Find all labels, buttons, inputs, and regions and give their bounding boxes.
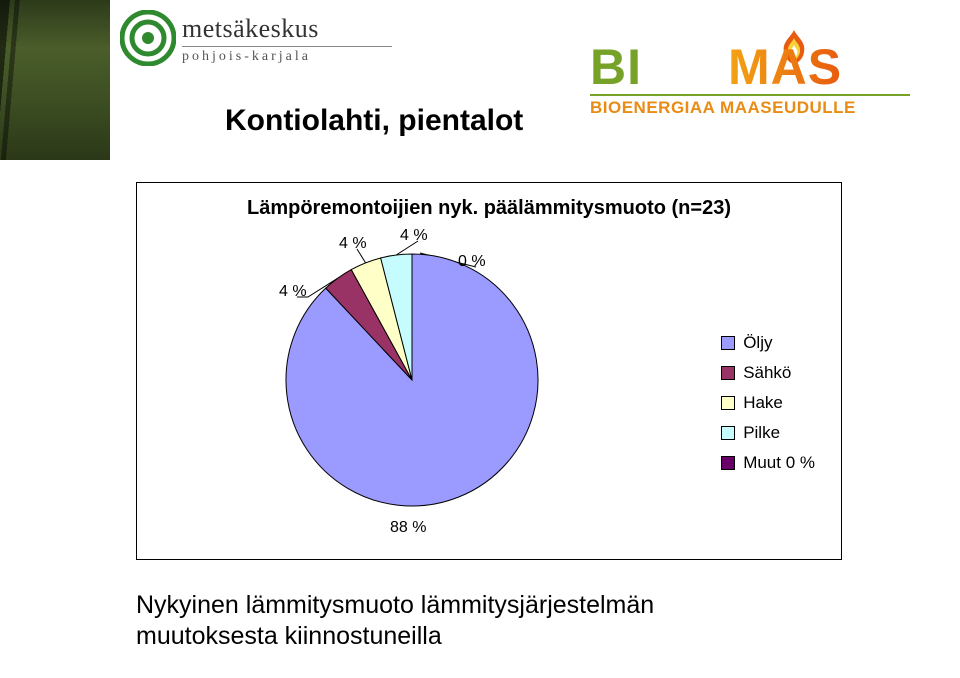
biomas-bio-text: BI xyxy=(590,39,642,95)
legend-item: Sähkö xyxy=(721,359,815,387)
legend-item: Hake xyxy=(721,389,815,417)
metsakeskus-brand-sub: pohjois-karjala xyxy=(182,46,392,65)
legend-swatch xyxy=(721,426,735,440)
target-icon xyxy=(120,10,176,66)
label-88: 88 % xyxy=(390,519,426,537)
legend-swatch xyxy=(721,396,735,410)
page-title: Kontiolahti, pientalot xyxy=(225,104,523,138)
legend-label: Öljy xyxy=(743,329,772,357)
biomas-bio: BI xyxy=(590,42,684,92)
legend-swatch xyxy=(721,456,735,470)
biomas-tagline: BIOENERGIAA MAASEUDULLE xyxy=(590,94,910,118)
legend-item: Pilke xyxy=(721,419,815,447)
legend-label: Pilke xyxy=(743,419,780,447)
legend-label: Sähkö xyxy=(743,359,791,387)
label-4-mid: 4 % xyxy=(339,235,367,253)
forest-photo-strip xyxy=(0,0,110,160)
metsakeskus-brand-main: metsäkeskus xyxy=(182,14,319,44)
pie-chart-box: Lämpöremontoijien nyk. päälämmitysmuoto … xyxy=(136,182,842,560)
metsakeskus-logo: metsäkeskus pohjois-karjala xyxy=(120,8,420,78)
legend-swatch xyxy=(721,366,735,380)
biomas-logo: BI MAS BIOENERGIAA MAASEUDULLE xyxy=(590,36,930,128)
label-0: 0 % xyxy=(458,253,486,271)
label-4-top: 4 % xyxy=(400,227,428,245)
legend-item: Muut 0 % xyxy=(721,449,815,477)
legend-item: Öljy xyxy=(721,329,815,357)
chart-title: Lämpöremontoijien nyk. päälämmitysmuoto … xyxy=(137,197,841,220)
slide: metsäkeskus pohjois-karjala BI MAS BIOEN… xyxy=(0,0,960,678)
pie-chart xyxy=(281,249,543,511)
legend-label: Hake xyxy=(743,389,783,417)
caption-line1: Nykyinen lämmitysmuoto lämmitysjärjestel… xyxy=(136,591,654,619)
caption: Nykyinen lämmitysmuoto lämmitysjärjestel… xyxy=(136,590,654,653)
legend-label: Muut 0 % xyxy=(743,449,815,477)
caption-line2: muutoksesta kiinnostuneilla xyxy=(136,622,442,650)
pie-svg xyxy=(281,249,543,511)
label-4-left: 4 % xyxy=(279,283,307,301)
legend: ÖljySähköHakePilkeMuut 0 % xyxy=(721,329,815,479)
biomas-mas: MAS xyxy=(728,42,842,92)
legend-swatch xyxy=(721,336,735,350)
